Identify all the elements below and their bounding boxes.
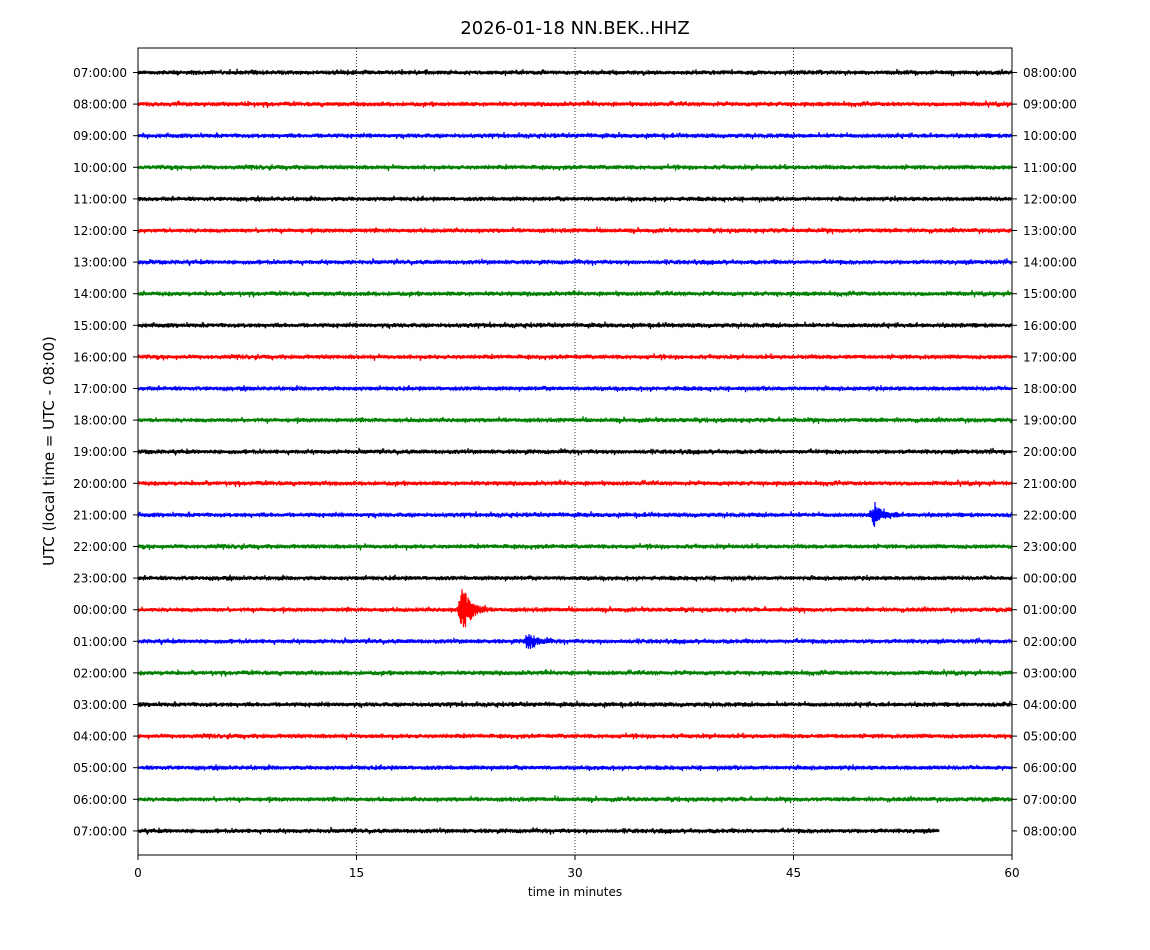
right-time-label: 23:00:00 <box>1023 540 1077 554</box>
trace-line <box>137 700 1013 709</box>
trace-line <box>137 764 1013 772</box>
left-time-label: 13:00:00 <box>73 256 127 270</box>
trace-line <box>137 826 940 835</box>
left-time-label: 05:00:00 <box>73 761 127 775</box>
left-time-label: 18:00:00 <box>73 414 127 428</box>
left-time-label: 21:00:00 <box>73 508 127 522</box>
trace-line <box>137 479 1013 488</box>
right-time-label: 20:00:00 <box>1023 445 1077 459</box>
left-time-label: 11:00:00 <box>73 192 127 206</box>
right-time-label: 08:00:00 <box>1023 66 1077 80</box>
left-time-label: 07:00:00 <box>73 66 127 80</box>
right-time-label: 00:00:00 <box>1023 572 1077 586</box>
right-time-label: 19:00:00 <box>1023 414 1077 428</box>
right-time-labels: 08:00:00 09:00:00 10:00:00 11:00:00 12:00:00… <box>1012 66 1077 838</box>
right-time-label: 02:00:00 <box>1023 635 1077 649</box>
left-time-label: 12:00:00 <box>73 224 127 238</box>
right-time-label: 21:00:00 <box>1023 477 1077 491</box>
trace-line <box>137 195 1013 203</box>
left-time-label: 01:00:00 <box>73 635 127 649</box>
right-time-label: 12:00:00 <box>1023 192 1077 206</box>
right-time-label: 08:00:00 <box>1023 824 1077 838</box>
left-time-label: 20:00:00 <box>73 477 127 491</box>
trace-line <box>137 447 1013 456</box>
x-tick-label: 30 <box>567 866 582 880</box>
trace-line <box>137 795 1013 804</box>
right-time-label: 09:00:00 <box>1023 98 1077 112</box>
trace-line <box>137 68 1013 77</box>
left-time-label: 15:00:00 <box>73 319 127 333</box>
left-time-label: 22:00:00 <box>73 540 127 554</box>
trace-line <box>137 100 1013 108</box>
left-time-label: 10:00:00 <box>73 161 127 175</box>
trace-line <box>137 289 1013 298</box>
right-time-label: 16:00:00 <box>1023 319 1077 333</box>
right-time-label: 03:00:00 <box>1023 666 1077 680</box>
x-axis-label: time in minutes <box>528 885 622 899</box>
right-time-label: 15:00:00 <box>1023 287 1077 301</box>
right-time-label: 10:00:00 <box>1023 129 1077 143</box>
trace-line <box>137 416 1013 425</box>
trace-line <box>137 258 1013 266</box>
right-time-label: 17:00:00 <box>1023 350 1077 364</box>
trace-line <box>137 163 1013 172</box>
x-axis-ticks: 0 15 30 45 60 <box>134 855 1020 880</box>
right-time-label: 01:00:00 <box>1023 603 1077 617</box>
left-time-labels: 07:00:00 08:00:00 09:00:00 10:00:00 11:00:00… <box>73 66 138 838</box>
right-time-label: 04:00:00 <box>1023 698 1077 712</box>
left-time-label: 09:00:00 <box>73 129 127 143</box>
x-tick-label: 15 <box>349 866 364 880</box>
right-time-label: 14:00:00 <box>1023 256 1077 270</box>
left-time-label: 07:00:00 <box>73 824 127 838</box>
right-time-label: 07:00:00 <box>1023 793 1077 807</box>
trace-line <box>137 669 1013 677</box>
right-time-label: 11:00:00 <box>1023 161 1077 175</box>
left-time-label: 02:00:00 <box>73 666 127 680</box>
x-tick-label: 60 <box>1004 866 1019 880</box>
left-time-label: 17:00:00 <box>73 382 127 396</box>
trace-line <box>137 321 1013 330</box>
left-time-label: 06:00:00 <box>73 793 127 807</box>
right-time-label: 13:00:00 <box>1023 224 1077 238</box>
left-time-label: 08:00:00 <box>73 98 127 112</box>
trace-line <box>137 542 1013 551</box>
trace-line <box>137 353 1013 361</box>
trace-line <box>137 633 1013 649</box>
trace-line <box>137 385 1013 393</box>
x-tick-label: 45 <box>786 866 801 880</box>
right-time-label: 05:00:00 <box>1023 730 1077 744</box>
trace-line <box>137 501 1013 528</box>
chart-title: 2026-01-18 NN.BEK..HHZ <box>460 18 689 39</box>
trace-line <box>137 131 1013 140</box>
left-time-label: 04:00:00 <box>73 730 127 744</box>
y-axis-label: UTC (local time = UTC - 08:00) <box>40 336 58 566</box>
left-time-label: 03:00:00 <box>73 698 127 712</box>
traces <box>137 68 1013 835</box>
grid-lines <box>356 48 794 855</box>
right-time-label: 06:00:00 <box>1023 761 1077 775</box>
left-time-label: 16:00:00 <box>73 350 127 364</box>
trace-line <box>137 732 1013 741</box>
left-time-label: 00:00:00 <box>73 603 127 617</box>
left-time-label: 14:00:00 <box>73 287 127 301</box>
left-time-label: 23:00:00 <box>73 572 127 586</box>
trace-line <box>137 574 1013 582</box>
right-time-label: 18:00:00 <box>1023 382 1077 396</box>
trace-line <box>137 589 1013 628</box>
right-time-label: 22:00:00 <box>1023 508 1077 522</box>
trace-line <box>137 226 1013 235</box>
left-time-label: 19:00:00 <box>73 445 127 459</box>
x-tick-label: 0 <box>134 866 142 880</box>
